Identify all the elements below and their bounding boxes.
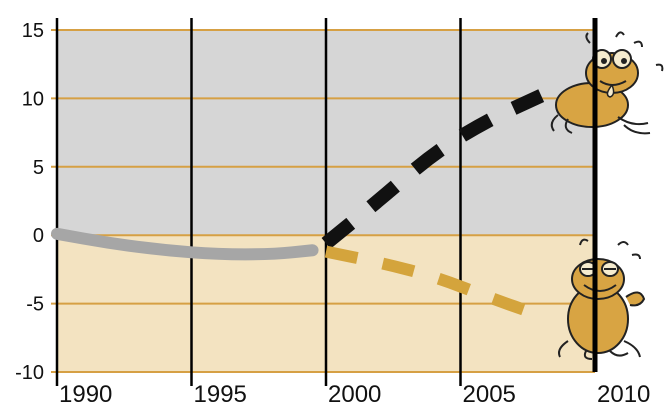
frog-happy-icon (558, 238, 646, 360)
series-line-2 (321, 89, 545, 249)
x-axis-tick-labels: 1990 1995 2000 2005 2010 (59, 381, 650, 408)
series-line-3 (324, 245, 544, 322)
x-tick-label: 1995 (194, 381, 247, 408)
x-tick-label: 1990 (59, 381, 112, 408)
y-tick-label: 15 (22, 20, 44, 42)
y-tick-label: 5 (33, 157, 44, 179)
y-axis-tick-labels: 15 10 5 0 -5 -10 (15, 20, 44, 384)
y-tick-label: -10 (15, 362, 44, 384)
y-tick-label: 10 (22, 88, 44, 110)
series-lines (51, 89, 545, 322)
series-line-1 (51, 227, 319, 261)
x-tick-label: 2000 (328, 381, 381, 408)
frog-upset-icon (550, 31, 664, 135)
vertical-gridlines (55, 18, 462, 386)
x-tick-label: 2005 (463, 381, 516, 408)
y-tick-label: 0 (33, 225, 44, 247)
x-tick-label: 2010 (597, 381, 650, 408)
horizontal-gridlines (51, 29, 595, 373)
y-tick-label: -5 (26, 294, 44, 316)
